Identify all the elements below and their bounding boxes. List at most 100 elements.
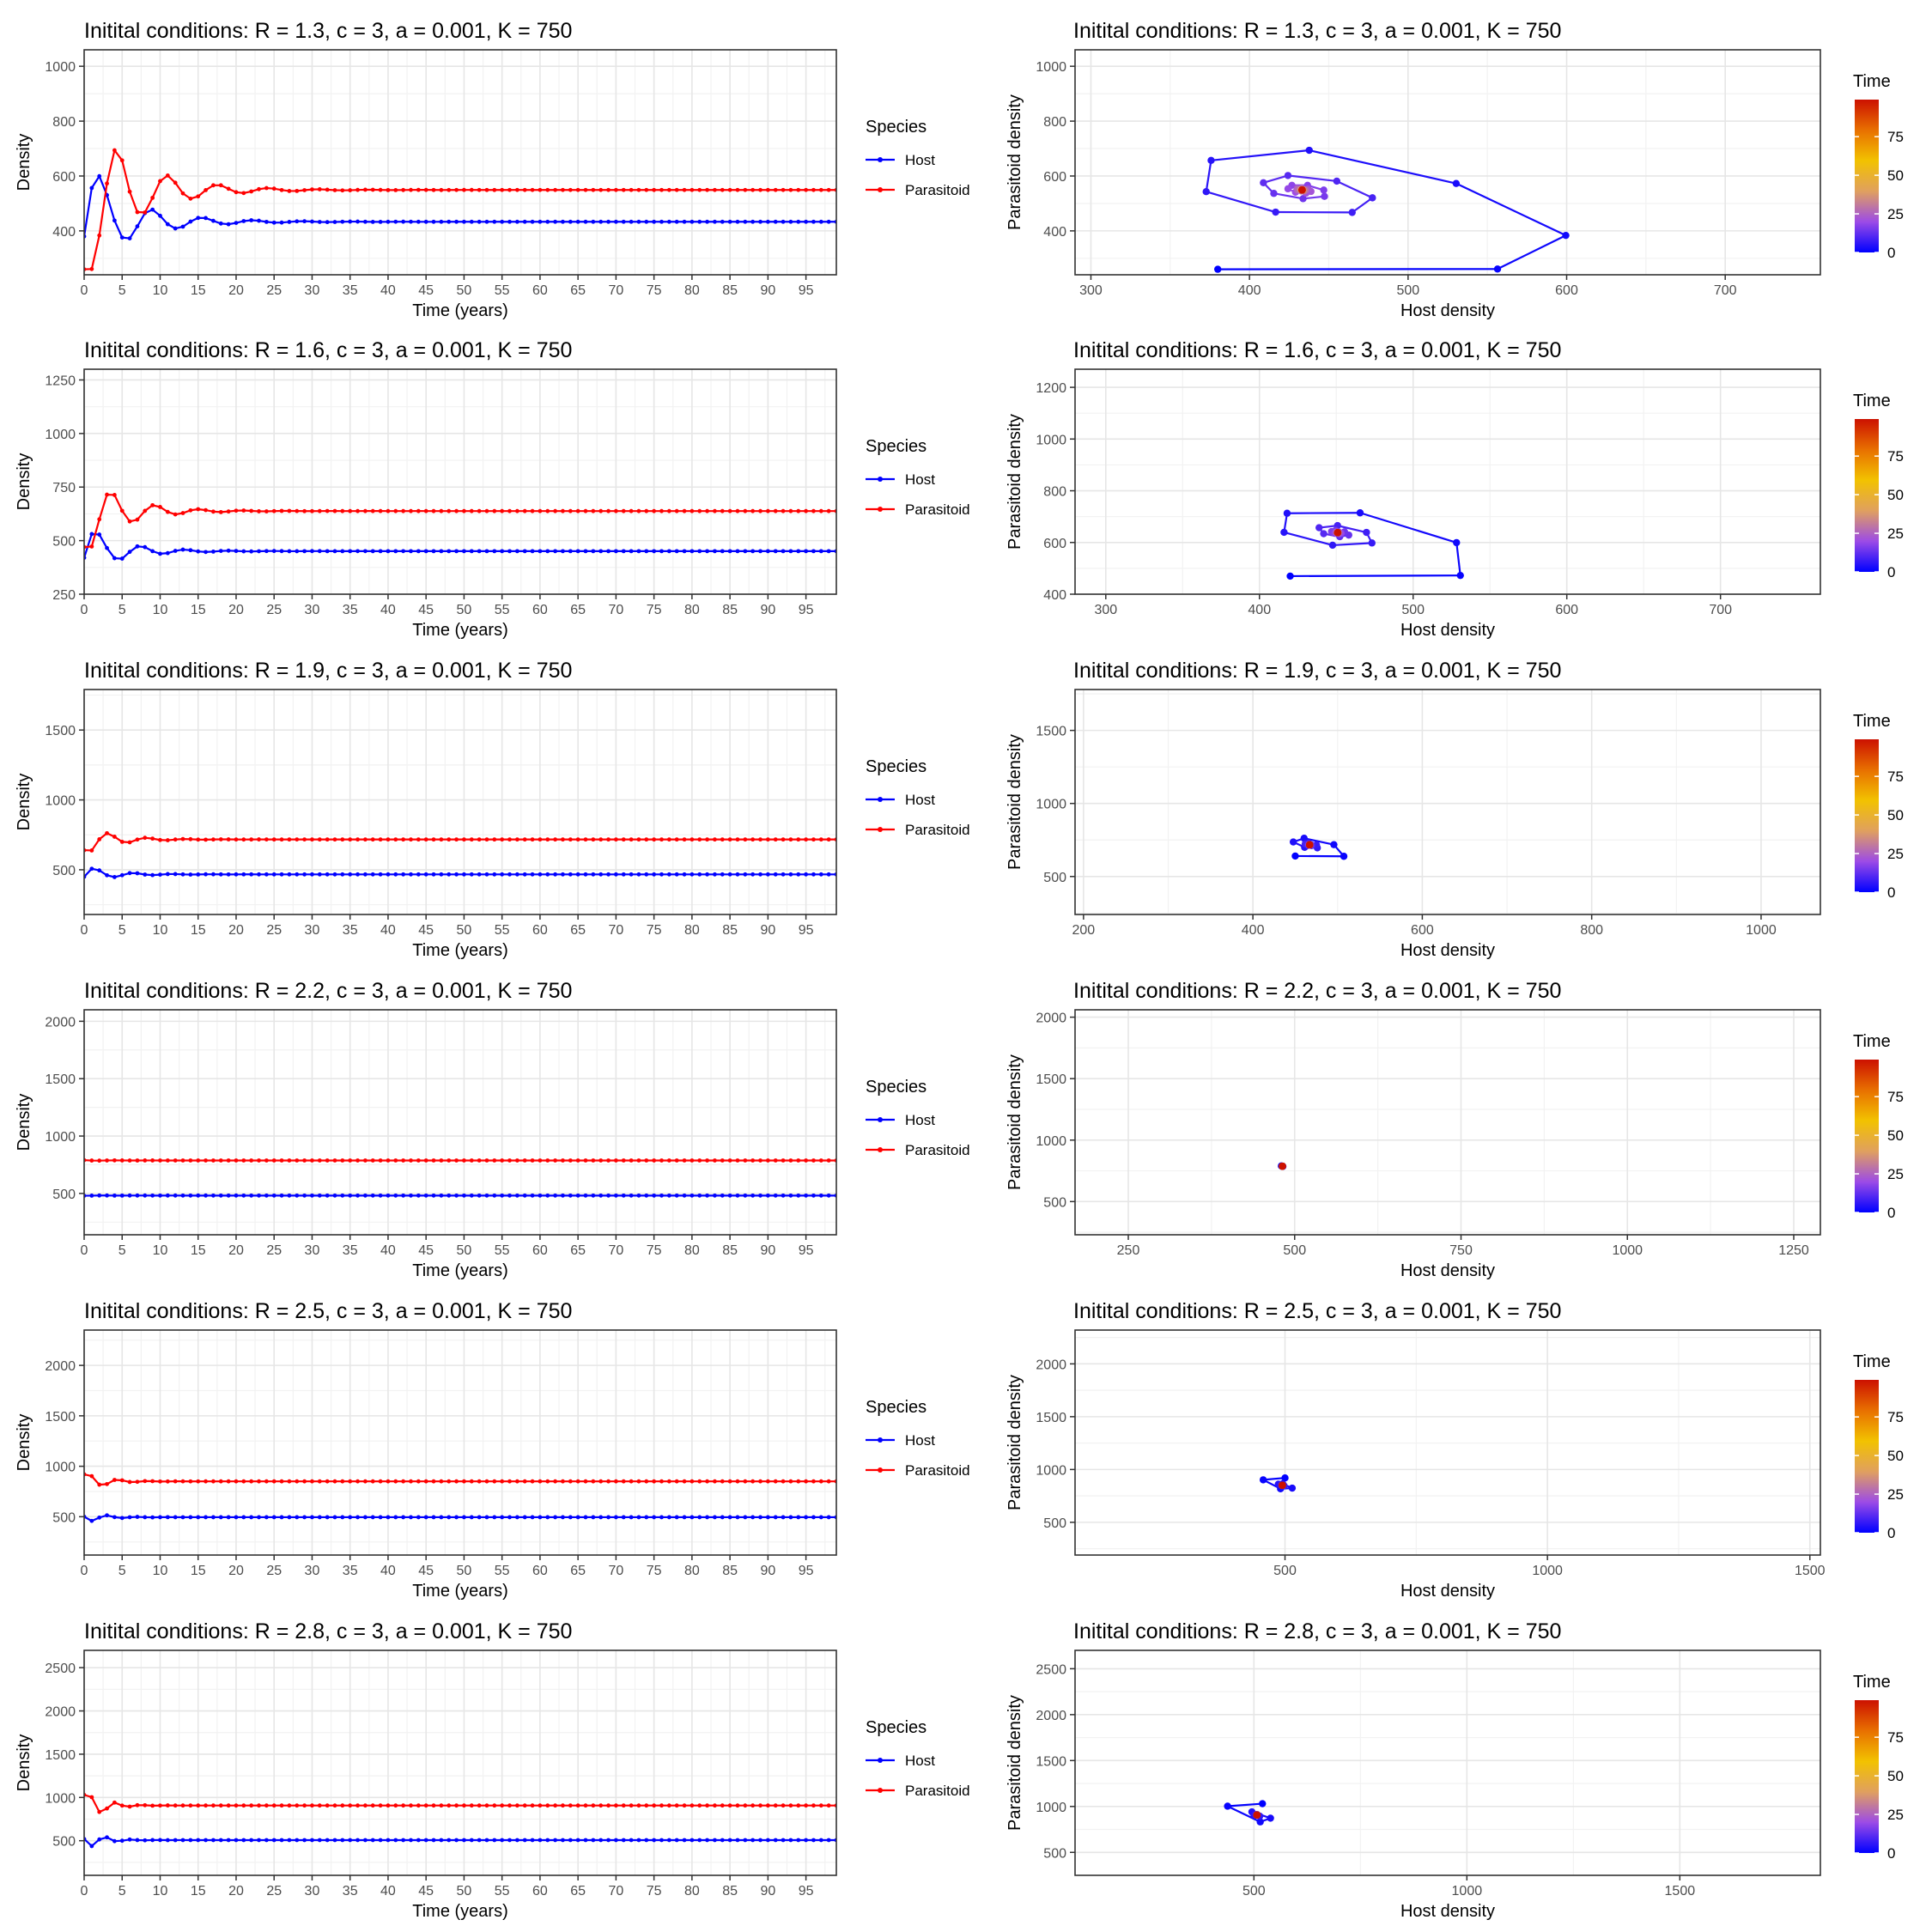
host-point [788,1193,793,1198]
host-point [180,547,185,552]
parasitoid-point [241,508,246,513]
host-point [196,1838,201,1843]
x-axis-label: Time (years) [412,301,507,320]
host-point [234,1838,239,1843]
parasitoid-point [690,1479,695,1484]
host-point [629,219,634,224]
trajectory [1259,1474,1297,1493]
host-point [135,1838,140,1843]
parasitoid-point [477,1803,482,1808]
x-tick-label: 20 [228,603,244,617]
parasitoid-point [743,1803,748,1808]
host-point [507,219,512,224]
parasitoid-point [591,1479,596,1484]
y-tick-label: 1000 [1036,798,1066,812]
host-point [362,872,368,877]
host-point [332,549,337,554]
parasitoid-point [553,1479,558,1484]
host-point [568,1515,573,1520]
legend-title: Species [866,118,927,137]
host-point [97,1193,102,1198]
parasitoid-point [591,1158,596,1163]
host-point [644,1193,649,1198]
x-tick-label: 90 [760,923,775,938]
parasitoid-point [826,1158,831,1163]
trajectory-point [1279,1163,1286,1170]
y-axis-label: Parasitoid density [1005,1695,1024,1831]
y-tick-label: 1000 [45,1461,76,1475]
colorbar-title: Time [1853,1352,1891,1371]
parasitoid-point [666,508,671,513]
host-point [773,1193,778,1198]
parasitoid-point [773,1803,778,1808]
parasitoid-point [348,188,353,192]
parasitoid-point [196,1803,201,1808]
parasitoid-point [287,1158,292,1163]
parasitoid-point [271,508,276,513]
y-axis-label: Density [15,453,33,511]
host-point [325,549,330,554]
parasitoid-point [568,1803,573,1808]
parasitoid-point [462,187,466,192]
x-tick-label: 600 [1555,283,1578,298]
host-point [705,549,709,554]
host-series [84,532,836,561]
y-axis-label: Parasitoid density [1005,1054,1024,1190]
parasitoid-point [226,186,231,191]
host-point [204,1515,208,1520]
host-point [204,1193,208,1198]
parasitoid-point [158,179,162,184]
host-point [674,1515,679,1520]
host-point [750,549,756,554]
host-point [507,1515,512,1520]
parasitoid-point [818,508,823,513]
parasitoid-point [561,1158,565,1163]
legend-label: Host [905,471,935,488]
host-point [332,872,337,877]
host-point [636,1515,641,1520]
y-tick-label: 750 [52,481,76,495]
timeseries-panel: 0 5 10 15 20 25 30 35 40 45 50 55 60 65 70 75 80 85 90 9550… [15,659,970,960]
parasitoid-point [818,187,823,192]
x-tick-label: 60 [532,1243,548,1258]
host-point [447,1515,452,1520]
x-tick-label: 80 [684,283,700,298]
host-point [561,872,565,877]
host-point [636,872,641,877]
parasitoid-point [218,183,223,188]
parasitoid-point [409,837,413,842]
trajectory-segment [1205,160,1212,192]
x-tick-label: 60 [532,923,548,938]
parasitoid-point [682,1803,687,1808]
parasitoid-point [644,1803,649,1808]
parasitoid-point [561,837,565,842]
host-point [188,219,193,224]
parasitoid-point [447,1158,452,1163]
x-tick-label: 35 [343,923,358,938]
host-point [241,1193,246,1198]
host-point [287,1193,292,1198]
host-point [553,872,558,877]
parasitoid-point [788,187,793,192]
y-tick-label: 400 [52,225,76,240]
x-tick-label: 500 [1273,1564,1297,1578]
parasitoid-point [720,837,725,842]
parasitoid-point [713,508,717,513]
x-tick-label: 95 [799,1884,814,1899]
colorbar-label: 25 [1887,206,1904,222]
trajectory-point [1259,1476,1267,1484]
x-tick-label: 600 [1555,603,1578,617]
x-tick-label: 1250 [1778,1243,1809,1258]
host-point [89,532,94,537]
parasitoid-point [143,835,148,841]
host-point [173,226,178,231]
x-tick-label: 60 [532,283,548,298]
trajectory [1202,146,1570,273]
parasitoid-point [165,838,170,842]
parasitoid-point [507,1803,512,1808]
x-tick-label: 70 [608,1564,623,1578]
legend-key-point [878,1437,883,1443]
trajectory-segment [1284,531,1334,546]
host-point [713,1515,717,1520]
parasitoid-point [112,1800,117,1805]
